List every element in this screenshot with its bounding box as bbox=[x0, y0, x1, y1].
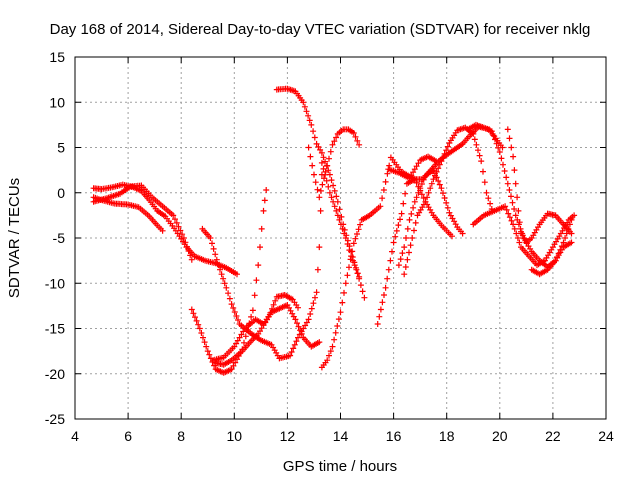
series-markers bbox=[188, 187, 270, 376]
series-markers bbox=[318, 159, 363, 280]
y-tick-label: 15 bbox=[49, 49, 65, 65]
series-arc-20 bbox=[504, 126, 524, 237]
series-arc-6 bbox=[210, 302, 323, 364]
series-arc-18 bbox=[518, 210, 575, 246]
series-markers bbox=[528, 216, 575, 278]
chart-title: Day 168 of 2014, Sidereal Day-to-day VTE… bbox=[50, 21, 591, 38]
y-tick-label: 10 bbox=[49, 94, 65, 110]
y-tick-label: 5 bbox=[57, 140, 65, 156]
series-markers bbox=[90, 182, 195, 263]
data-series bbox=[90, 85, 578, 376]
series-arc-15 bbox=[385, 153, 440, 182]
series-markers bbox=[401, 124, 495, 278]
x-tick-label: 12 bbox=[280, 428, 296, 444]
axis-ticks: 4 6 8 10 12 14 16 18 20 22 24 -25 -20 -15 -10 -5 0 5 10 15 bbox=[45, 49, 614, 444]
series-markers bbox=[212, 292, 301, 368]
series-arc-11 bbox=[318, 159, 363, 280]
x-tick-label: 16 bbox=[386, 428, 402, 444]
x-tick-label: 8 bbox=[177, 428, 185, 444]
y-axis-label: SDTVAR / TECUs bbox=[6, 178, 23, 298]
series-markers bbox=[385, 153, 440, 182]
series-arc-3 bbox=[90, 182, 195, 263]
series-arc-19 bbox=[528, 216, 575, 278]
x-axis-label: GPS time / hours bbox=[283, 458, 397, 475]
y-tick-label: 0 bbox=[57, 185, 65, 201]
y-tick-label: -10 bbox=[45, 275, 65, 291]
series-markers bbox=[210, 302, 323, 364]
x-tick-label: 24 bbox=[598, 428, 614, 444]
x-tick-label: 22 bbox=[545, 428, 561, 444]
series-markers bbox=[518, 210, 575, 246]
y-tick-label: -20 bbox=[45, 366, 65, 382]
x-tick-label: 10 bbox=[227, 428, 243, 444]
y-tick-label: -5 bbox=[53, 230, 66, 246]
x-tick-label: 14 bbox=[333, 428, 349, 444]
x-tick-label: 18 bbox=[439, 428, 455, 444]
chart-grid bbox=[75, 57, 606, 419]
series-markers bbox=[318, 154, 455, 371]
series-arc-7 bbox=[212, 292, 301, 368]
series-markers bbox=[464, 121, 575, 270]
x-tick-label: 4 bbox=[71, 428, 79, 444]
series-arc-17 bbox=[464, 121, 575, 270]
y-tick-label: -15 bbox=[45, 321, 65, 337]
series-arc-14 bbox=[401, 124, 495, 278]
series-arc-9 bbox=[318, 154, 455, 371]
x-tick-label: 20 bbox=[492, 428, 508, 444]
series-markers bbox=[504, 126, 524, 237]
x-tick-label: 6 bbox=[124, 428, 132, 444]
series-arc-4 bbox=[188, 187, 270, 376]
y-tick-label: -25 bbox=[45, 411, 65, 427]
